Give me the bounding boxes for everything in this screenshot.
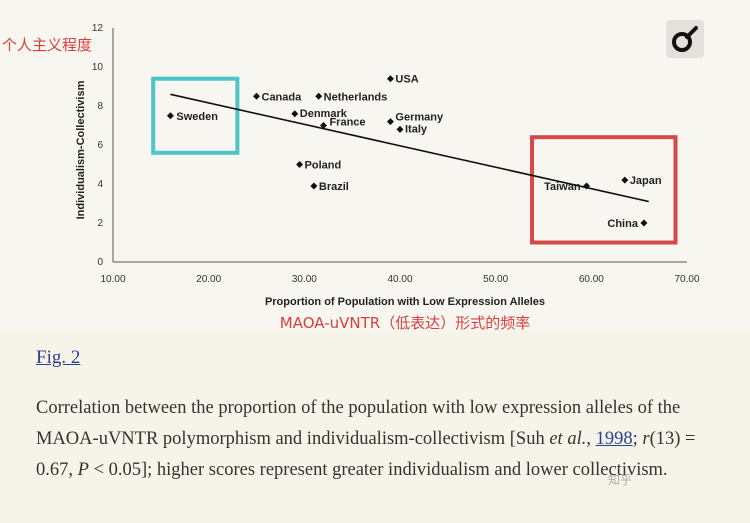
label-france: France <box>329 117 365 129</box>
y-axis-title: Individualism-Collectivism <box>75 80 87 219</box>
label-brazil: Brazil <box>319 181 349 193</box>
y-tick-label: 6 <box>97 140 103 151</box>
label-sweden: Sweden <box>176 111 218 123</box>
y-annotation-cn: 个人主义程度 <box>2 36 92 54</box>
highlight-box-left <box>151 76 240 155</box>
label-poland: Poland <box>305 160 342 172</box>
caption-stat: (13) = 0.67, <box>36 429 696 480</box>
highlight-box-right <box>530 135 678 245</box>
x-tick-label: 10.00 <box>100 274 125 285</box>
x-annotation-cn: MAOA-uVNTR（低表达）形式的频率 <box>280 314 530 330</box>
y-tick-label: 8 <box>97 101 103 112</box>
point-brazil <box>310 182 318 190</box>
label-italy: Italy <box>405 123 428 135</box>
label-usa: USA <box>395 74 418 86</box>
y-tick-label: 12 <box>92 23 104 34</box>
point-poland <box>296 161 304 168</box>
caption-p: P <box>77 460 89 480</box>
point-japan <box>621 176 629 184</box>
point-sweden <box>166 112 174 120</box>
y-tick-label: 10 <box>92 62 104 73</box>
caption-text-end: < 0.05]; higher scores represent greater… <box>88 460 668 480</box>
caption-etal: et al. <box>549 429 587 449</box>
x-tick-label: 50.00 <box>483 274 508 285</box>
label-denmark: Denmark <box>300 108 348 120</box>
logo-badge <box>666 20 704 58</box>
x-tick-label: 20.00 <box>196 274 221 285</box>
figure-caption: Correlation between the proportion of th… <box>36 393 726 486</box>
caption-comma: , <box>586 429 596 449</box>
label-japan: Japan <box>630 175 662 187</box>
label-china: China <box>607 218 638 230</box>
caption-text: Correlation between the proportion of th… <box>36 398 681 449</box>
figure-link[interactable]: Fig. 2 <box>36 347 81 368</box>
scatter-chart: 10.00 20.00 30.00 40.00 50.00 60.00 70.00 0 2 4 6 8… <box>2 23 700 330</box>
point-italy <box>396 125 404 133</box>
x-tick-label: 30.00 <box>292 274 317 285</box>
label-taiwan: Taiwan <box>544 181 581 193</box>
label-canada: Canada <box>262 91 303 103</box>
chart-panel: 10.00 20.00 30.00 40.00 50.00 60.00 70.00 0 2 4 6 8… <box>2 20 704 330</box>
point-denmark <box>291 110 299 118</box>
watermark: 知乎 <box>608 473 633 487</box>
label-germany: Germany <box>395 112 444 124</box>
y-tick-label: 0 <box>97 257 103 268</box>
x-tick-label: 70.00 <box>674 274 699 285</box>
point-taiwan <box>583 182 591 190</box>
y-tick-label: 2 <box>97 218 103 229</box>
x-tick-label: 40.00 <box>387 274 412 285</box>
caption-semicolon: ; <box>632 429 643 449</box>
label-netherlands: Netherlands <box>324 91 388 103</box>
point-china <box>640 219 648 227</box>
point-canada <box>253 92 260 100</box>
trend-line <box>170 93 649 203</box>
x-axis-title: Proportion of Population with Low Expres… <box>265 296 545 308</box>
y-tick-label: 4 <box>97 179 103 190</box>
point-germany <box>386 118 394 126</box>
x-tick-label: 60.00 <box>579 274 604 285</box>
caption-r: r <box>642 429 650 449</box>
citation-year-link[interactable]: 1998 <box>595 429 633 449</box>
point-france <box>319 122 327 129</box>
logo-icon <box>672 26 698 52</box>
point-netherlands <box>315 92 323 100</box>
point-usa <box>386 75 394 83</box>
